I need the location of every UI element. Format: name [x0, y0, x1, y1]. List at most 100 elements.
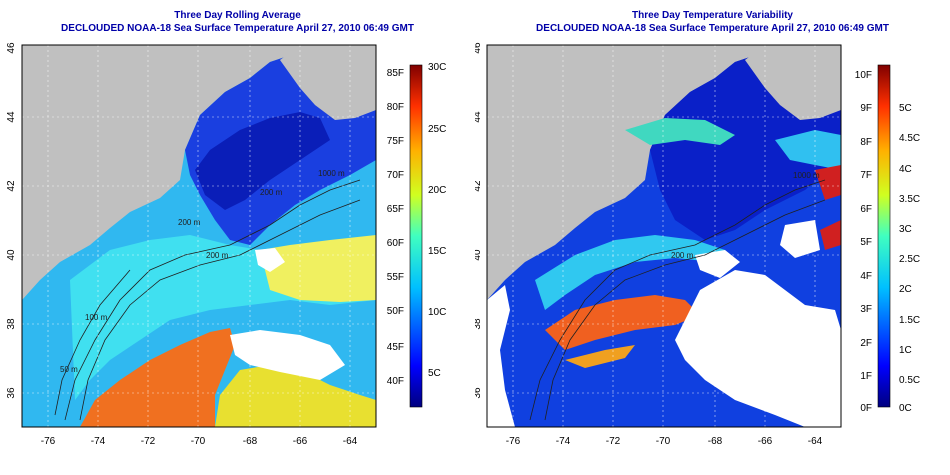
- high-variability-band: [820, 220, 841, 250]
- colorbar-c-tick: 1.5C: [899, 315, 920, 326]
- lon-axis: -76 -74 -72 -70 -68 -66 -64: [41, 436, 358, 447]
- high-variability-band: [565, 345, 635, 368]
- cloud-mask-small: [255, 248, 285, 272]
- lat-tick-label: 40: [475, 249, 483, 261]
- lon-tick-label: -72: [606, 436, 621, 447]
- lat-tick-label: 46: [6, 42, 17, 54]
- colorbar-c-ticks: 30C 25C 20C 15C 10C 5C: [428, 62, 446, 379]
- right-colorbar: 10F 9F 8F 7F 6F 5F 4F 3F 2F 1F 0F 5C 4.5…: [855, 64, 920, 414]
- lat-tick-label: 44: [475, 111, 483, 123]
- map-frame: [486, 44, 842, 428]
- left-subtitle: DECLOUDED NOAA-18 Sea Surface Temperatur…: [61, 23, 414, 34]
- colorbar-f-tick: 65F: [387, 204, 404, 215]
- moderate-variability-band: [775, 130, 841, 170]
- right-title: Three Day Temperature Variability: [632, 10, 793, 21]
- lat-tick-label: 38: [6, 318, 17, 330]
- colorbar-f-tick: 80F: [387, 102, 404, 113]
- colorbar-c-tick: 2.5C: [899, 254, 920, 265]
- left-axes: -76 -74 -72 -70 -68 -66 -64 36 38 40 42 …: [6, 42, 358, 447]
- lat-tick-label: 46: [475, 42, 483, 54]
- colorbar-f-ticks: 85F 80F 75F 70F 65F 60F 55F 50F 45F 40F: [387, 68, 404, 387]
- right-map: 200 m 1000 m: [486, 44, 842, 428]
- lon-tick-label: -76: [506, 436, 521, 447]
- lat-tick-label: 36: [6, 387, 17, 399]
- colorbar-f-tick: 55F: [387, 272, 404, 283]
- lon-axis: -76 -74 -72 -70 -68 -66 -64: [506, 436, 823, 447]
- isobath-50m: [54, 269, 131, 416]
- right-panel: Three Day Temperature Variability DECLOU…: [475, 0, 950, 475]
- colorbar-c-tick: 20C: [428, 185, 446, 196]
- colorbar-c-tick: 10C: [428, 307, 446, 318]
- colorbar-f-tick: 7F: [860, 170, 872, 181]
- colorbar-f-ticks: 10F 9F 8F 7F 6F 5F 4F 3F 2F 1F 0F: [855, 70, 872, 414]
- contour-label: 1000 m: [793, 171, 820, 180]
- colorbar-f-tick: 60F: [387, 238, 404, 249]
- colorbar-c-tick: 4.5C: [899, 133, 920, 144]
- lon-tick-label: -70: [656, 436, 671, 447]
- lon-tick-label: -64: [808, 436, 823, 447]
- colorbar-c-tick: 2C: [899, 284, 912, 295]
- lon-tick-label: -68: [708, 436, 723, 447]
- right-subtitle: DECLOUDED NOAA-18 Sea Surface Temperatur…: [536, 23, 889, 34]
- no-data-mask: [780, 220, 820, 258]
- colorbar-f-tick: 2F: [860, 338, 872, 349]
- colorbar-c-tick: 1C: [899, 345, 912, 356]
- colorbar-f-tick: 1F: [860, 371, 872, 382]
- colorbar-c-tick: 30C: [428, 62, 446, 73]
- lon-tick-label: -68: [243, 436, 258, 447]
- moderate-variability-band: [535, 235, 725, 310]
- no-data-mask: [695, 250, 740, 278]
- left-map: 200 m 1000 m 200 m 100 m 50 m 200 m: [21, 44, 377, 428]
- contour-label: 50 m: [60, 365, 78, 374]
- isobath-200m: [529, 179, 826, 421]
- high-variability-band: [815, 165, 841, 200]
- colorbar-f-tick: 45F: [387, 342, 404, 353]
- gulf-stream-region: [80, 328, 235, 427]
- map-gridlines: [22, 45, 376, 427]
- colorbar-c-tick: 5C: [428, 368, 441, 379]
- colorbar-c-tick: 3.5C: [899, 194, 920, 205]
- contour-label: 200 m: [671, 251, 694, 260]
- lon-tick-label: -66: [293, 436, 308, 447]
- colorbar-f-tick: 85F: [387, 68, 404, 79]
- colorbar-c-tick: 25C: [428, 124, 446, 135]
- colorbar-f-tick: 5F: [860, 237, 872, 248]
- colorbar-c-tick: 4C: [899, 164, 912, 175]
- colorbar-f-tick: 9F: [860, 103, 872, 114]
- lat-tick-label: 42: [475, 180, 483, 192]
- left-map-figure: 200 m 1000 m 200 m 100 m 50 m 200 m -76 …: [6, 42, 446, 447]
- isobath-200m: [64, 179, 361, 421]
- nova-scotia-land: [280, 45, 376, 120]
- colorbar-c-tick: 15C: [428, 246, 446, 257]
- lon-tick-label: -74: [556, 436, 571, 447]
- lon-tick-label: -74: [91, 436, 106, 447]
- right-axes: -76 -74 -72 -70 -68 -66 -64 36 38 40 42 …: [475, 42, 823, 447]
- colorbar-f-tick: 50F: [387, 306, 404, 317]
- colorbar-f-tick: 70F: [387, 170, 404, 181]
- colorbar-c-tick: 0C: [899, 403, 912, 414]
- no-data-mask: [487, 285, 515, 427]
- colorbar-f-tick: 75F: [387, 136, 404, 147]
- lat-tick-label: 38: [475, 318, 483, 330]
- colorbar-f-tick: 4F: [860, 271, 872, 282]
- nova-scotia-land: [745, 45, 841, 120]
- colorbar-f-tick: 6F: [860, 204, 872, 215]
- lat-tick-label: 36: [475, 387, 483, 399]
- colorbar-f-tick: 10F: [855, 70, 872, 81]
- lat-axis: 36 38 40 42 44 46: [6, 42, 17, 399]
- left-panel: Three Day Rolling Average DECLOUDED NOAA…: [6, 10, 446, 447]
- lat-tick-label: 40: [6, 249, 17, 261]
- right-map-figure: 200 m 1000 m -76 -74 -72 -70 -68 -66 -64…: [475, 42, 920, 447]
- high-variability-band: [545, 295, 700, 350]
- lat-tick-label: 42: [6, 180, 17, 192]
- colorbar-f-tick: 0F: [860, 403, 872, 414]
- colorbar-c-tick: 3C: [899, 224, 912, 235]
- lon-tick-label: -76: [41, 436, 56, 447]
- map-frame: [21, 44, 377, 428]
- lon-tick-label: -66: [758, 436, 773, 447]
- lon-tick-label: -70: [191, 436, 206, 447]
- lat-tick-label: 44: [6, 111, 17, 123]
- colorbar-f-tick: 3F: [860, 304, 872, 315]
- cloud-mask: [230, 330, 345, 380]
- colorbar-f-tick: 40F: [387, 376, 404, 387]
